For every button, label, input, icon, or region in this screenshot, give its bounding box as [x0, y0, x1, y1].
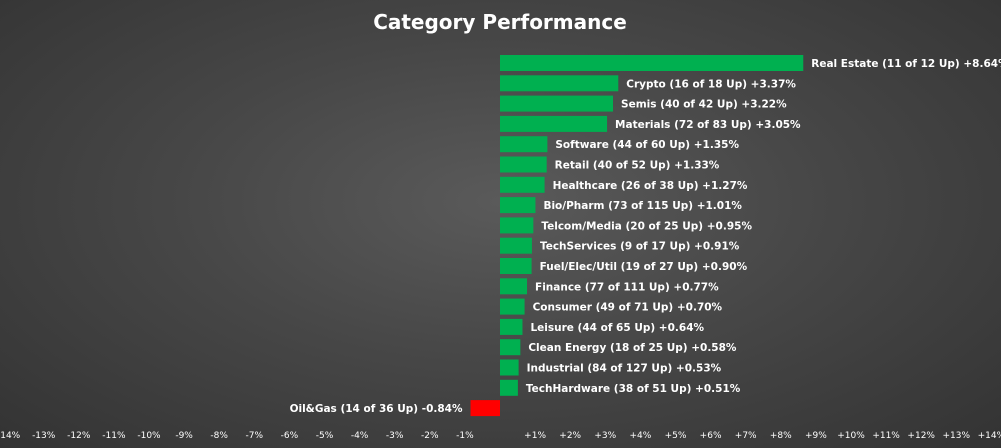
bar-label-17: Oil&Gas (14 of 36 Up) -0.84% — [290, 403, 463, 415]
x-tick-label-0: -14% — [0, 431, 21, 441]
bar-16 — [500, 379, 518, 396]
bar-17 — [470, 400, 500, 417]
bar-label-4: Software (44 of 60 Up) +1.35% — [555, 139, 739, 151]
bar-label-12: Consumer (49 of 71 Up) +0.70% — [533, 302, 723, 314]
bar-label-10: Fuel/Elec/Util (19 of 27 Up) +0.90% — [540, 261, 748, 273]
bar-label-16: TechHardware (38 of 51 Up) +0.51% — [526, 383, 741, 395]
x-tick-label-21: +8% — [770, 431, 792, 441]
bar-0 — [500, 55, 804, 71]
x-tick-label-7: -7% — [246, 431, 264, 441]
bar-2 — [500, 95, 614, 112]
bar-label-6: Healthcare (26 of 38 Up) +1.27% — [553, 180, 748, 192]
x-axis-ticks: -14% -13% -12% -11% -10% -9% -8% -7% -6% -5% -4% -3… — [0, 431, 1001, 441]
x-tick-label-19: +6% — [700, 431, 722, 441]
x-tick-label-11: -3% — [386, 431, 404, 441]
bar-label-15: Industrial (84 of 127 Up) +0.53% — [527, 363, 722, 375]
x-tick-label-16: +3% — [594, 431, 616, 441]
x-tick-label-6: -8% — [210, 431, 228, 441]
x-tick-label-10: -4% — [351, 431, 369, 441]
x-tick-label-15: +2% — [559, 431, 581, 441]
bar-12 — [500, 298, 525, 315]
chart-title: Category Performance — [373, 10, 627, 34]
bar-10 — [500, 258, 532, 274]
bar-label-1: Crypto (16 of 18 Up) +3.37% — [626, 78, 796, 90]
x-tick-label-26: +13% — [943, 431, 971, 441]
x-tick-label-22: +9% — [805, 431, 827, 441]
x-tick-label-18: +5% — [665, 431, 687, 441]
bar-1 — [500, 75, 619, 92]
bar-7 — [500, 197, 536, 214]
x-tick-label-12: -2% — [421, 431, 439, 441]
bar-5 — [500, 156, 547, 173]
x-tick-label-9: -5% — [316, 431, 334, 441]
bar-3 — [500, 115, 608, 132]
bar-label-0: Real Estate (11 of 12 Up) +8.64% — [811, 58, 1001, 70]
x-tick-label-2: -12% — [67, 431, 91, 441]
x-tick-label-27: +14% — [978, 431, 1001, 441]
x-tick-label-8: -6% — [281, 431, 299, 441]
bar-4 — [500, 136, 548, 153]
bar-label-8: Telcom/Media (20 of 25 Up) +0.95% — [541, 220, 752, 232]
bars-group: Real Estate (11 of 12 Up) +8.64% Crypto (… — [290, 55, 1001, 417]
bar-label-2: Semis (40 of 42 Up) +3.22% — [621, 99, 787, 111]
bar-label-14: Clean Energy (18 of 25 Up) +0.58% — [528, 342, 737, 354]
x-tick-label-1: -13% — [32, 431, 56, 441]
x-tick-label-25: +12% — [907, 431, 935, 441]
bar-label-7: Bio/Pharm (73 of 115 Up) +1.01% — [543, 200, 742, 212]
x-tick-label-23: +10% — [837, 431, 865, 441]
bar-label-9: TechServices (9 of 17 Up) +0.91% — [540, 241, 740, 253]
bar-13 — [500, 318, 523, 335]
bar-14 — [500, 339, 521, 356]
bar-label-5: Retail (40 of 52 Up) +1.33% — [555, 160, 720, 172]
bar-label-3: Materials (72 of 83 Up) +3.05% — [615, 119, 801, 131]
x-tick-label-13: -1% — [456, 431, 474, 441]
bar-label-13: Leisure (44 of 65 Up) +0.64% — [530, 322, 704, 334]
x-tick-label-5: -9% — [175, 431, 193, 441]
x-tick-label-4: -10% — [137, 431, 161, 441]
x-tick-label-3: -11% — [102, 431, 126, 441]
bar-9 — [500, 237, 532, 254]
x-tick-label-20: +7% — [735, 431, 757, 441]
bar-6 — [500, 176, 545, 193]
bar-8 — [500, 217, 534, 234]
bar-15 — [500, 359, 519, 376]
x-tick-label-24: +11% — [872, 431, 900, 441]
bar-11 — [500, 278, 528, 295]
x-tick-label-14: +1% — [524, 431, 546, 441]
x-tick-label-17: +4% — [629, 431, 651, 441]
bar-label-11: Finance (77 of 111 Up) +0.77% — [535, 281, 719, 293]
